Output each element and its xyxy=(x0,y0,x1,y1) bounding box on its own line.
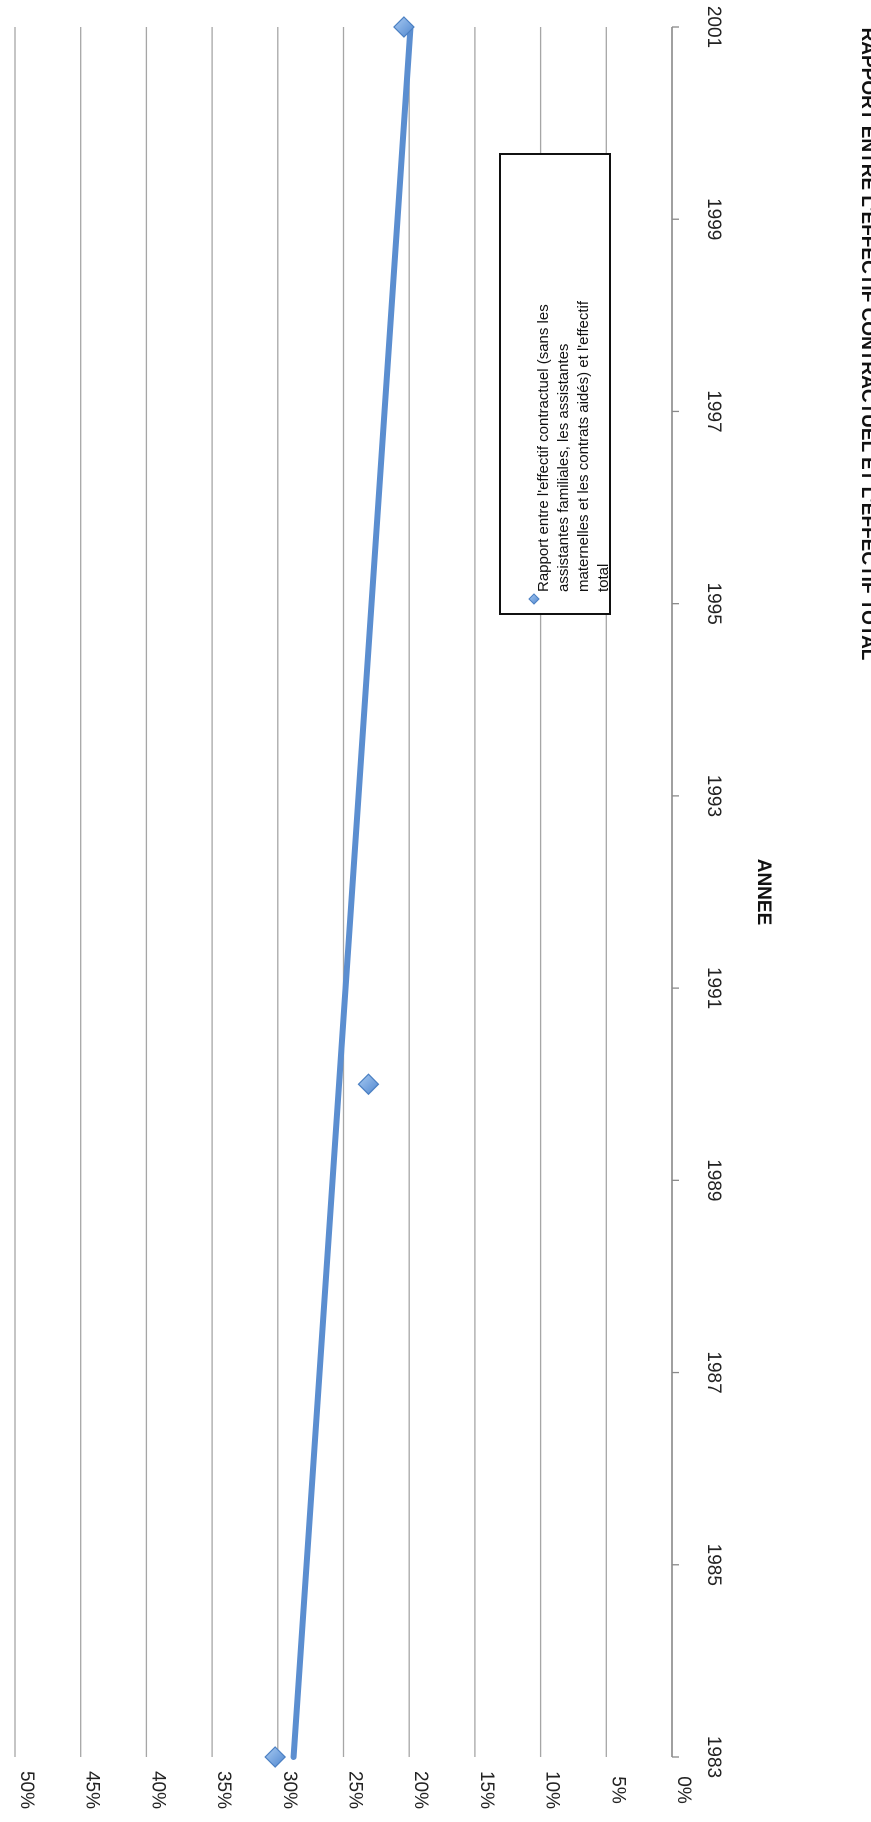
trendline xyxy=(290,24,414,1760)
y-tick-label: 15% xyxy=(476,1771,497,1809)
data-point xyxy=(393,16,415,38)
x-tick-label: 1983 xyxy=(703,1736,724,1778)
x-tick-label: 1999 xyxy=(703,198,724,240)
x-tick-label: 1987 xyxy=(703,1351,724,1393)
x-tick-label: 1993 xyxy=(703,775,724,817)
x-tick-label: 1985 xyxy=(703,1544,724,1586)
y-tick-label: 10% xyxy=(542,1771,563,1809)
y-tick-label: 20% xyxy=(410,1771,431,1809)
y-tick-label: 30% xyxy=(279,1771,300,1809)
x-tick-label: 2001 xyxy=(703,6,724,48)
y-tick-label: 45% xyxy=(82,1771,103,1809)
x-tick-label: 1991 xyxy=(703,967,724,1009)
x-tick-label: 1995 xyxy=(703,583,724,625)
x-axis-title: ANNEE xyxy=(753,859,774,926)
data-point xyxy=(264,1746,287,1768)
y-tick-label: 0% xyxy=(673,1776,694,1804)
x-tick-label: 1997 xyxy=(703,390,724,432)
legend: Rapport entre l'effectif contractuel (sa… xyxy=(499,153,612,615)
legend-box xyxy=(499,153,611,615)
y-tick-label: 50% xyxy=(16,1771,37,1809)
y-tick-label: 35% xyxy=(213,1771,234,1809)
y-tick-label: 40% xyxy=(147,1771,168,1809)
x-tick-labels: 1983 1985 1987 1989 1991 1993 1995 1997 1999 2001 xyxy=(672,6,724,1778)
legend-marker xyxy=(528,593,540,605)
data-point xyxy=(357,1073,380,1096)
y-tick-labels: 0% 5% 10% 15% 20% 25% 30% 35% 40% 45% 50% xyxy=(16,1771,694,1809)
plot-area xyxy=(264,16,415,1768)
x-tick-label: 1989 xyxy=(703,1159,724,1201)
legend-label: Rapport entre l'effectif contractuel (sa… xyxy=(535,300,612,592)
y-tick-label: 5% xyxy=(607,1776,628,1804)
y-tick-label: 25% xyxy=(345,1771,366,1809)
y-axis-title: RAPPORT ENTRE L'EFFECTIF CONTRACTUEL ET … xyxy=(857,28,871,661)
